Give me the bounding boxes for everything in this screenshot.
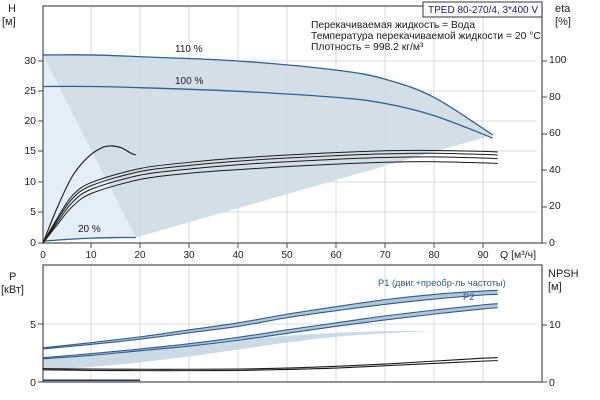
svg-text:20: 20: [134, 250, 146, 261]
svg-text:15: 15: [24, 145, 36, 157]
svg-text:30: 30: [183, 250, 195, 261]
svg-text:0: 0: [30, 237, 36, 249]
svg-text:0: 0: [549, 237, 555, 249]
svg-text:Температура перекачиваемой жид: Температура перекачиваемой жидкости = 20…: [311, 31, 541, 42]
svg-text:Плотность = 998.2 кг/м³: Плотность = 998.2 кг/м³: [311, 42, 424, 53]
svg-text:40: 40: [232, 250, 244, 261]
svg-text:Q [м³/ч]: Q [м³/ч]: [500, 249, 536, 261]
svg-text:H: H: [8, 3, 16, 15]
svg-text:80: 80: [428, 250, 440, 261]
svg-text:60: 60: [549, 127, 561, 139]
svg-text:10: 10: [85, 250, 97, 261]
svg-text:[м]: [м]: [548, 281, 562, 293]
svg-text:10: 10: [24, 176, 36, 188]
svg-text:TPED 80-270/4, 3*400 V: TPED 80-270/4, 3*400 V: [428, 5, 538, 16]
svg-text:40: 40: [549, 164, 561, 176]
svg-text:20 %: 20 %: [78, 224, 101, 235]
svg-text:0: 0: [30, 377, 36, 389]
svg-text:0: 0: [40, 250, 46, 261]
svg-text:P1 (двиг.+преобр-ль частоты): P1 (двиг.+преобр-ль частоты): [378, 278, 506, 288]
svg-text:0: 0: [549, 377, 555, 389]
svg-text:5: 5: [30, 206, 36, 218]
svg-text:100: 100: [549, 54, 567, 66]
svg-text:eta: eta: [555, 3, 571, 15]
svg-text:100 %: 100 %: [175, 76, 203, 87]
svg-text:50: 50: [281, 250, 293, 261]
svg-text:[м]: [м]: [2, 16, 16, 28]
svg-text:110 %: 110 %: [175, 44, 203, 55]
svg-text:P2: P2: [463, 292, 474, 302]
svg-text:[кВт]: [кВт]: [1, 284, 24, 296]
svg-text:NPSH: NPSH: [548, 268, 579, 280]
svg-text:20: 20: [549, 200, 561, 212]
svg-text:70: 70: [379, 250, 391, 261]
svg-text:Перекачиваемая жидкость = Вода: Перекачиваемая жидкость = Вода: [311, 20, 475, 31]
svg-text:25: 25: [24, 85, 36, 97]
svg-text:[%]: [%]: [555, 16, 571, 28]
svg-text:90: 90: [477, 250, 489, 261]
svg-text:60: 60: [330, 250, 342, 261]
svg-text:20: 20: [24, 115, 36, 127]
svg-text:80: 80: [549, 91, 561, 103]
svg-text:5: 5: [30, 319, 36, 331]
svg-text:30: 30: [24, 55, 36, 67]
svg-text:P: P: [9, 271, 16, 283]
svg-text:10: 10: [549, 319, 561, 331]
